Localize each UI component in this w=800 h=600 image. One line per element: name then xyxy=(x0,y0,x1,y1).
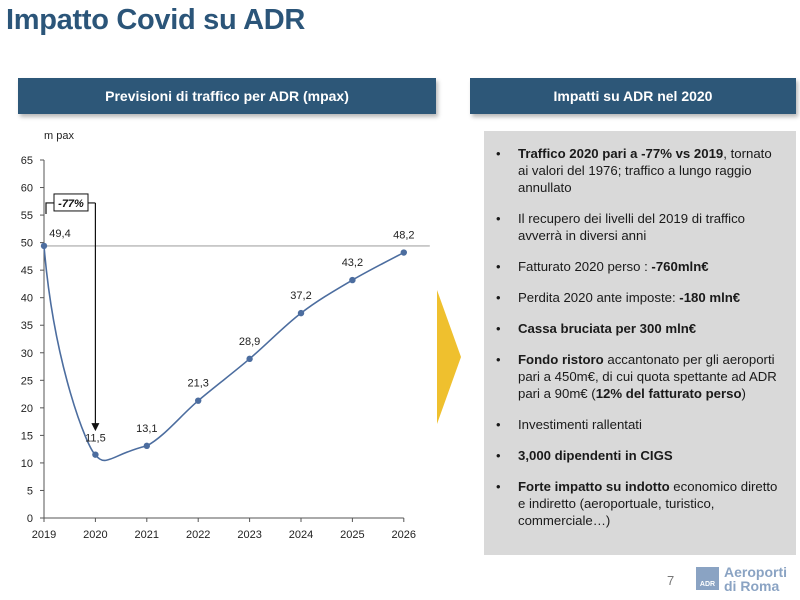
impact-text: Fondo ristoro xyxy=(518,352,604,367)
data-label: 11,5 xyxy=(85,433,106,445)
data-label: 13,1 xyxy=(136,423,157,435)
traffic-forecast-header: Previsioni di traffico per ADR (mpax) xyxy=(18,78,436,114)
data-point xyxy=(400,249,407,256)
x-tick-label: 2024 xyxy=(289,529,313,541)
data-point xyxy=(195,397,202,404)
data-label: 49,4 xyxy=(49,228,70,240)
y-tick-label: 50 xyxy=(21,238,33,250)
y-axis: 0 5 10 15 20 25 30 35 40 45 50 55 60 65 xyxy=(21,155,45,525)
data-point xyxy=(297,309,305,317)
x-tick-label: 2025 xyxy=(340,529,364,541)
data-point xyxy=(246,355,253,363)
impacts-panel: Traffico 2020 pari a -77% vs 2019, torna… xyxy=(484,131,796,555)
x-tick-label: 2021 xyxy=(135,529,159,541)
impact-text: Investimenti rallentati xyxy=(518,417,642,432)
logo-line-1: Aeroporti xyxy=(724,564,787,580)
impact-item: Forte impatto su indotto economico diret… xyxy=(494,478,782,529)
y-tick-label: 35 xyxy=(21,320,33,332)
drop-annotation: -77% xyxy=(45,193,100,432)
impact-item: Traffico 2020 pari a -77% vs 2019, torna… xyxy=(494,145,782,196)
y-tick-label: 65 xyxy=(21,155,33,167)
impact-text: economico diretto e indiretto (aeroportu… xyxy=(518,479,778,528)
logo-text: Aeroporti di Roma xyxy=(724,565,787,593)
impact-text: Il recupero dei livelli del 2019 di traf… xyxy=(518,211,746,243)
data-label: 48,2 xyxy=(393,230,414,242)
impact-text: ) xyxy=(741,386,746,401)
y-tick-label: 20 xyxy=(21,403,33,415)
impact-text: accantonato per gli aeroporti pari a 450… xyxy=(518,352,777,401)
impact-text: Cassa bruciata per 300 mln€ xyxy=(518,321,697,336)
x-axis: 2019 2020 2021 2022 2023 2024 2025 2026 xyxy=(32,517,416,541)
impact-item: 3,000 dipendenti in CIGS xyxy=(494,447,782,464)
impact-text: -180 mln€ xyxy=(679,290,741,305)
impact-text: Traffico 2020 pari a -77% vs 2019 xyxy=(518,146,724,161)
page-number: 7 xyxy=(667,573,675,588)
x-tick-label: 2020 xyxy=(83,529,107,541)
data-label: 43,2 xyxy=(342,257,363,269)
y-tick-label: 0 xyxy=(27,513,33,525)
data-point xyxy=(349,276,356,284)
impact-item: Cassa bruciata per 300 mln€ xyxy=(494,320,782,337)
y-tick-label: 45 xyxy=(21,265,33,277)
transition-arrow-icon xyxy=(437,290,461,424)
impact-item: Il recupero dei livelli del 2019 di traf… xyxy=(494,210,782,244)
page-title: Impatto Covid su ADR xyxy=(6,4,306,36)
y-tick-label: 15 xyxy=(21,430,33,442)
logo-line-2: di Roma xyxy=(724,578,780,594)
impact-text: , tornato ai valori del 1976; traffico a… xyxy=(518,146,772,195)
data-point xyxy=(92,451,99,458)
y-axis-unit-label: m pax xyxy=(44,130,74,142)
y-tick-label: 30 xyxy=(21,348,33,360)
y-tick-label: 55 xyxy=(21,210,33,222)
impact-text: Fatturato 2020 perso : xyxy=(518,259,652,274)
impact-item: Perdita 2020 ante imposte: -180 mln€ xyxy=(494,289,782,306)
y-tick-label: 25 xyxy=(21,375,33,387)
x-tick-label: 2019 xyxy=(32,529,56,541)
impact-text: 3,000 dipendenti in CIGS xyxy=(518,448,673,463)
impact-item: Fatturato 2020 perso : -760mln€ xyxy=(494,258,782,275)
x-tick-label: 2023 xyxy=(237,529,261,541)
impact-text: 12% del fatturato perso xyxy=(595,386,742,401)
series-line xyxy=(43,245,405,462)
y-tick-label: 40 xyxy=(21,293,33,305)
y-tick-label: 5 xyxy=(27,485,33,497)
data-label: 37,2 xyxy=(290,290,311,302)
impacts-list: Traffico 2020 pari a -77% vs 2019, torna… xyxy=(494,145,782,529)
logo-badge: ADR xyxy=(696,567,719,590)
impact-item: Fondo ristoro accantonato per gli aeropo… xyxy=(494,351,782,402)
traffic-series: 49,4 11,5 13,1 21,3 28,9 37,2 43,2 48,2 xyxy=(40,228,415,462)
impacts-header: Impatti su ADR nel 2020 xyxy=(470,78,796,114)
impact-text: Forte impatto su indotto xyxy=(518,479,670,494)
annotation-box xyxy=(53,193,89,212)
impact-item: Investimenti rallentati xyxy=(494,416,782,433)
x-tick-label: 2022 xyxy=(186,529,210,541)
impact-text: Perdita 2020 ante imposte: xyxy=(518,290,680,305)
aeroporti-di-roma-logo: ADR Aeroporti di Roma xyxy=(694,564,798,598)
data-point xyxy=(143,442,150,450)
data-label: 21,3 xyxy=(187,378,208,390)
annotation-label: -77% xyxy=(58,198,84,210)
data-label: 28,9 xyxy=(239,336,260,348)
x-tick-label: 2026 xyxy=(392,529,416,541)
y-tick-label: 10 xyxy=(21,458,33,470)
y-tick-label: 60 xyxy=(21,183,33,195)
impact-text: -760mln€ xyxy=(651,259,709,274)
data-point xyxy=(40,242,48,250)
